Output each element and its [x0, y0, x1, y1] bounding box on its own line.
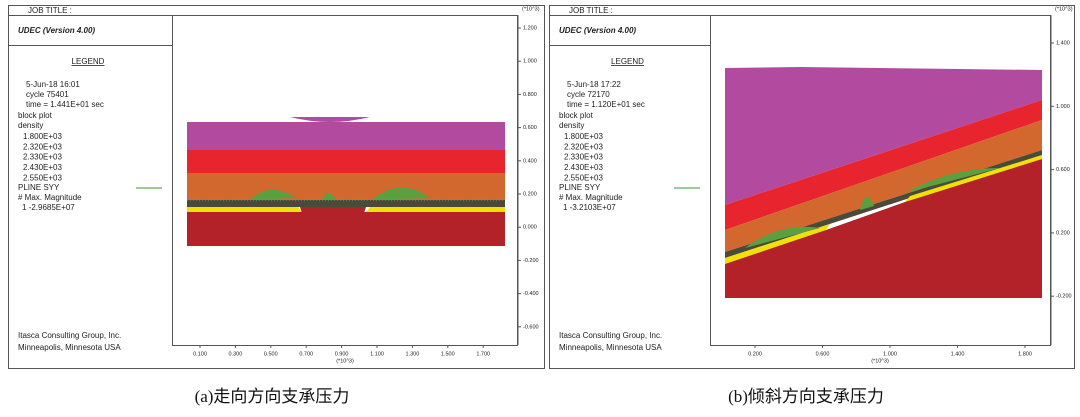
footer: Minneapolis, Minnesota USA [18, 343, 121, 352]
x-tick-label: 1.100 [370, 351, 384, 357]
x-tick-label: 0.100 [193, 351, 207, 357]
caption: (a)走向方向支承压力 [195, 387, 350, 406]
y-tick-label: 1.400 [1056, 40, 1070, 46]
x-tick-label: 0.700 [299, 351, 313, 357]
legend-label: block plot [18, 111, 53, 120]
axis-unit: (*10^3) [336, 358, 354, 364]
x-tick-label: 1.000 [883, 351, 897, 357]
x-tick-label: 0.200 [748, 351, 762, 357]
legend-label: density [559, 121, 584, 130]
x-tick-label: 1.400 [951, 351, 965, 357]
y-tick-label: 0.200 [523, 191, 537, 197]
x-tick-label: 1.300 [406, 351, 420, 357]
y-tick-label: 0.600 [1056, 167, 1070, 173]
x-tick-label: 0.500 [264, 351, 278, 357]
pline-header: # Max. Magnitude [559, 193, 623, 202]
density-entry: 1.800E+03 [564, 132, 603, 141]
density-entry: 2.320E+03 [23, 142, 62, 151]
pline-label: PLINE SYY [18, 183, 60, 192]
density-entry: 2.330E+03 [564, 153, 603, 162]
figure: JOB TITLE : UDEC (Version 4.00) LEGEND 5-Ju… [0, 0, 1080, 412]
y-tick-label: -0.400 [523, 291, 539, 297]
axis-unit: (*10^3) [522, 6, 540, 12]
legend-title: LEGEND [611, 57, 644, 66]
x-tick-label: 0.900 [335, 351, 349, 357]
legend-info: 5-Jun-18 17:22 [567, 80, 621, 89]
density-entry: 2.330E+03 [23, 153, 62, 162]
axis-unit: (*10^3) [1055, 6, 1073, 12]
y-tick-label: -0.200 [523, 258, 539, 264]
y-tick-label: -0.200 [1056, 294, 1072, 300]
footer: Itasca Consulting Group, Inc. [18, 331, 121, 340]
footer: Minneapolis, Minnesota USA [559, 343, 662, 352]
legend-info: 5-Jun-18 16:01 [26, 80, 80, 89]
x-tick-label: 1.500 [441, 351, 455, 357]
y-tick-label: 1.000 [1056, 104, 1070, 110]
density-entry: 2.430E+03 [23, 163, 62, 172]
legend-info: cycle 72170 [567, 90, 610, 99]
footer: Itasca Consulting Group, Inc. [559, 331, 662, 340]
y-tick-label: 0.200 [1056, 230, 1070, 236]
legend-info: time = 1.441E+01 sec [26, 100, 104, 109]
y-tick-label: 1.000 [523, 59, 537, 65]
legend-label: density [18, 121, 43, 130]
block-plot [725, 67, 1042, 298]
density-entry: 2.430E+03 [564, 163, 603, 172]
program-title: UDEC (Version 4.00) [559, 26, 636, 35]
x-tick-label: 1.800 [1018, 351, 1032, 357]
density-entry: 2.320E+03 [564, 142, 603, 151]
density-entry: 2.550E+03 [564, 173, 603, 182]
density-entry: 2.550E+03 [23, 173, 62, 182]
pline-row: 1 -2.9685E+07 [22, 203, 75, 212]
caption: (b)倾斜方向支承压力 [728, 387, 884, 406]
x-tick-label: 0.300 [229, 351, 243, 357]
y-tick-label: 0.000 [523, 225, 537, 231]
x-tick-label: 1.700 [476, 351, 490, 357]
legend-title: LEGEND [72, 57, 105, 66]
legend-label: block plot [559, 111, 594, 120]
y-tick-label: 0.400 [523, 158, 537, 164]
y-tick-label: 1.200 [523, 25, 537, 31]
job-title: JOB TITLE : [28, 6, 72, 15]
x-tick-label: 0.600 [816, 351, 830, 357]
y-tick-label: 0.800 [523, 92, 537, 98]
job-title: JOB TITLE : [569, 6, 613, 15]
pline-row: 1 -3.2103E+07 [563, 203, 616, 212]
y-tick-label: 0.600 [523, 125, 537, 131]
pline-label: PLINE SYY [559, 183, 601, 192]
density-entry: 1.800E+03 [23, 132, 62, 141]
legend-info: time = 1.120E+01 sec [567, 100, 645, 109]
legend-info: cycle 75401 [26, 90, 69, 99]
axis-unit: (*10^3) [871, 358, 889, 364]
block-plot [187, 117, 505, 246]
y-tick-label: -0.600 [523, 324, 539, 330]
pline-header: # Max. Magnitude [18, 193, 82, 202]
program-title: UDEC (Version 4.00) [18, 26, 95, 35]
